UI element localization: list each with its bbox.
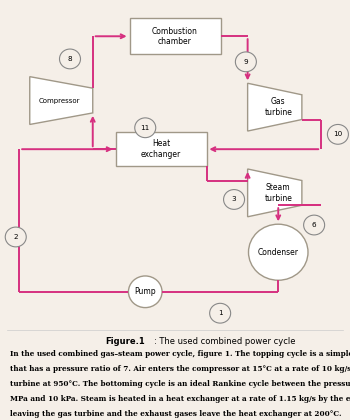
Text: 9: 9 [244,59,248,65]
Text: Figure.1: Figure.1 [105,337,145,346]
Bar [116,132,206,166]
Circle shape [224,189,245,209]
Circle shape [235,52,256,72]
Text: 10: 10 [333,131,343,137]
Text: Gas
turbine: Gas turbine [264,97,292,117]
Text: that has a pressure ratio of 7. Air enters the compressor at 15°C at a rate of 1: that has a pressure ratio of 7. Air ente… [10,365,350,373]
Text: In the used combined gas–steam power cycle, figure 1. The topping cycle is a sim: In the used combined gas–steam power cyc… [10,350,350,358]
Text: 6: 6 [312,222,316,228]
Bar [130,18,220,55]
Text: Condenser: Condenser [258,248,299,257]
Polygon shape [248,169,302,217]
Text: 11: 11 [141,125,150,131]
Polygon shape [30,77,93,124]
Text: 8: 8 [68,56,72,62]
Circle shape [135,118,156,138]
Text: 2: 2 [13,234,18,240]
Circle shape [328,124,349,144]
Circle shape [210,303,231,323]
Text: Heat
exchanger: Heat exchanger [141,139,181,159]
Text: turbine at 950°C. The bottoming cycle is an ideal Rankine cycle between the pres: turbine at 950°C. The bottoming cycle is… [10,380,350,388]
Circle shape [248,224,308,280]
Text: leaving the gas turbine and the exhaust gases leave the heat exchanger at 200°C.: leaving the gas turbine and the exhaust … [10,410,342,417]
Text: Pump: Pump [134,287,156,296]
Circle shape [128,276,162,307]
Circle shape [5,227,26,247]
Text: Compressor: Compressor [39,97,80,104]
Polygon shape [248,83,302,131]
Text: : The used combined power cycle: : The used combined power cycle [154,337,295,346]
Circle shape [304,215,325,235]
Circle shape [60,49,80,69]
Text: 1: 1 [218,310,223,316]
Text: 3: 3 [232,197,236,202]
Text: Steam
turbine: Steam turbine [264,183,292,202]
Text: Combustion
chamber: Combustion chamber [152,26,198,46]
Text: MPa and 10 kPa. Steam is heated in a heat exchanger at a rate of 1.15 kg/s by th: MPa and 10 kPa. Steam is heated in a hea… [10,395,350,403]
